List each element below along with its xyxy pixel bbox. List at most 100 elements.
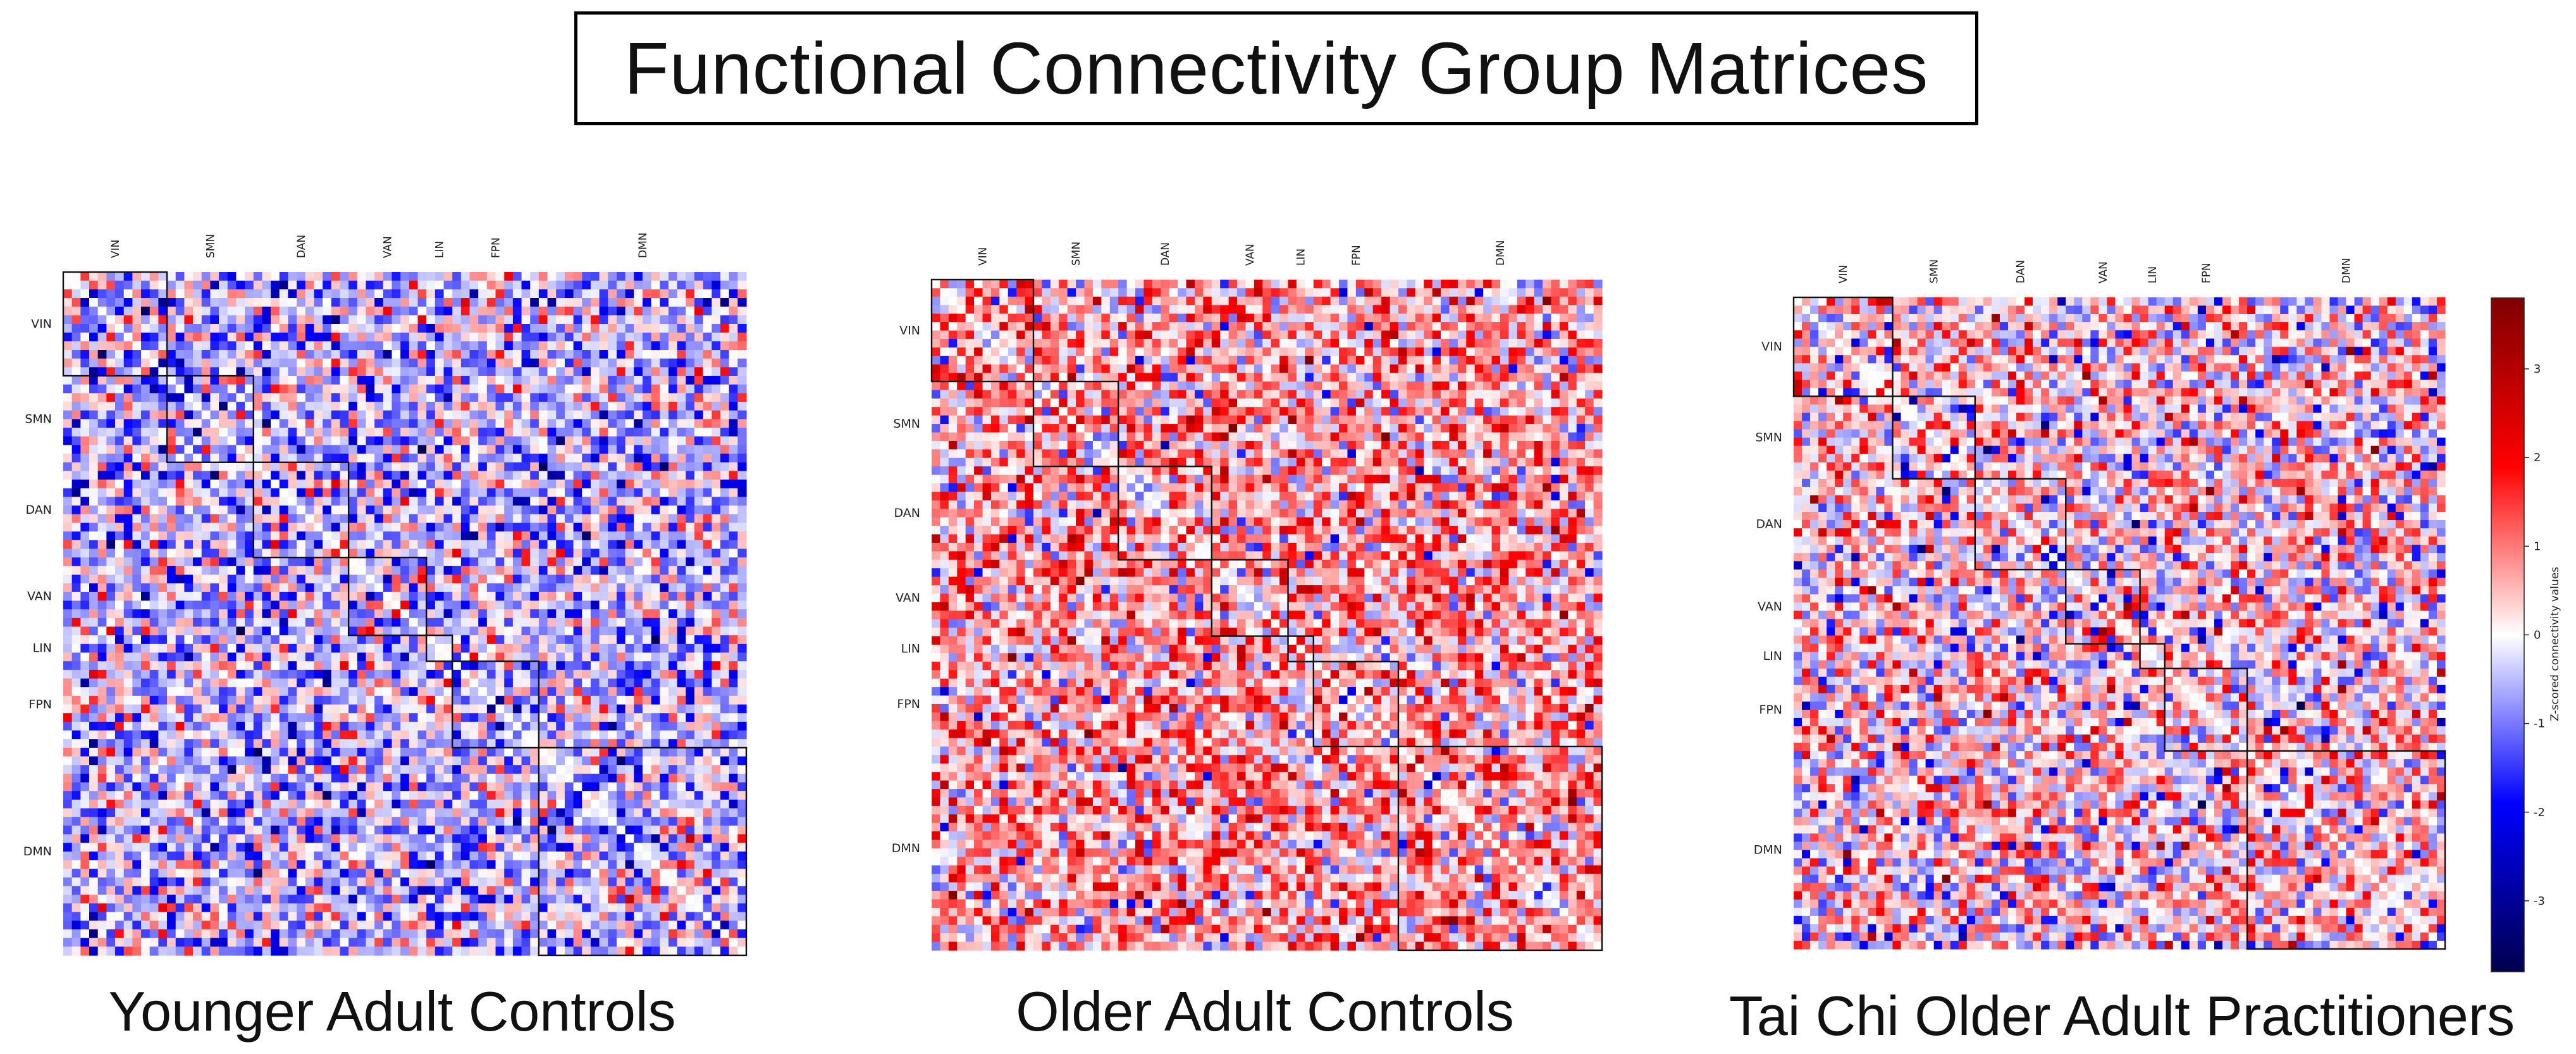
heatmap-cell [737,791,747,800]
heatmap-cell [141,384,151,394]
heatmap-cell [279,358,289,368]
heatmap-cell [279,531,289,541]
heatmap-cell [132,592,142,602]
heatmap-cell [314,695,323,705]
heatmap-cell [348,324,358,333]
heatmap-cell [504,540,514,550]
heatmap-cell [426,782,436,791]
heatmap-cell [106,747,116,757]
heatmap-cell [245,332,254,342]
heatmap-cell [106,393,116,402]
heatmap-cell [340,376,349,385]
heatmap-cell [279,350,289,359]
heatmap-cell [297,272,306,282]
heatmap-cell [288,669,297,679]
heatmap-cell [495,436,505,446]
heatmap-cell [262,661,271,671]
heatmap-cell [271,713,280,722]
heatmap-cell [486,419,496,428]
heatmap-cell [366,808,375,817]
heatmap-cell [634,393,643,402]
heatmap-cell [297,280,306,290]
heatmap-cell [297,393,306,402]
heatmap-cell [340,721,349,731]
heatmap-cell [478,488,488,498]
heatmap-cell [443,428,453,437]
heatmap-cell [71,531,81,541]
heatmap-cell [71,799,81,809]
heatmap-cell [219,678,228,688]
heatmap-cell [279,436,289,446]
heatmap-cell [340,350,349,359]
heatmap-cell [720,617,730,628]
heatmap-cell [677,428,686,437]
heatmap-cell [391,617,401,628]
heatmap-cell [383,480,393,489]
heatmap-cell [478,514,488,524]
heatmap-cell [460,462,471,472]
heatmap-cell [175,678,185,688]
heatmap-cell [737,661,747,671]
heatmap-cell [271,505,280,515]
heatmap-cell [210,799,219,809]
heatmap-cell [219,617,228,628]
heatmap-cell [279,505,289,515]
heatmap-cell [694,643,704,654]
heatmap-cell [426,436,436,446]
heatmap-cell [434,799,445,809]
heatmap-cell [391,454,401,463]
heatmap-cell [400,678,410,688]
heatmap-cell [564,462,574,472]
heatmap-cell [97,782,107,791]
heatmap-cell [443,540,453,550]
heatmap-cell [400,384,410,394]
heatmap-cell [271,574,280,584]
heatmap-cell [175,808,185,817]
heatmap-cell [184,514,194,524]
heatmap-cell [426,402,436,411]
heatmap-cell [271,462,280,472]
heatmap-cell [391,436,401,446]
heatmap-cell [331,756,341,766]
heatmap-cell [219,332,228,342]
heatmap-cell [417,540,427,550]
heatmap-cell [366,341,375,350]
heatmap-cell [279,799,289,809]
heatmap-cell [608,497,617,506]
heatmap-cell [115,454,125,463]
heatmap-cell [634,678,643,688]
heatmap-cell [132,756,142,766]
heatmap-cell [417,384,427,394]
heatmap-cell [193,617,202,628]
heatmap-cell [443,747,453,757]
heatmap-cell [323,419,332,428]
heatmap-cell [460,695,471,705]
heatmap-cell [357,306,367,316]
heatmap-cell [391,713,401,722]
heatmap-cell [478,436,488,446]
heatmap-cell [391,791,401,800]
heatmap-cell [167,739,176,748]
heatmap-cell [460,747,471,757]
heatmap-cell [391,488,401,498]
heatmap-cell [703,600,712,610]
heatmap-cell [314,393,323,402]
heatmap-cell [530,643,539,654]
heatmap-cell [737,350,747,359]
heatmap-cell [193,600,202,610]
heatmap-cell [634,600,643,610]
heatmap-cell [504,566,514,576]
heatmap-cell [314,280,323,290]
heatmap-cell [478,652,488,662]
heatmap-cell [288,747,297,757]
heatmap-cell [210,626,219,636]
heatmap-cell [504,721,514,731]
heatmap-cell [651,315,660,325]
heatmap-cell [486,280,496,290]
heatmap-cell [158,445,168,454]
heatmap-cell [288,341,297,350]
heatmap-cell [634,617,643,628]
heatmap-cell [184,367,194,376]
heatmap-cell [651,471,660,480]
heatmap-cell [63,756,73,766]
